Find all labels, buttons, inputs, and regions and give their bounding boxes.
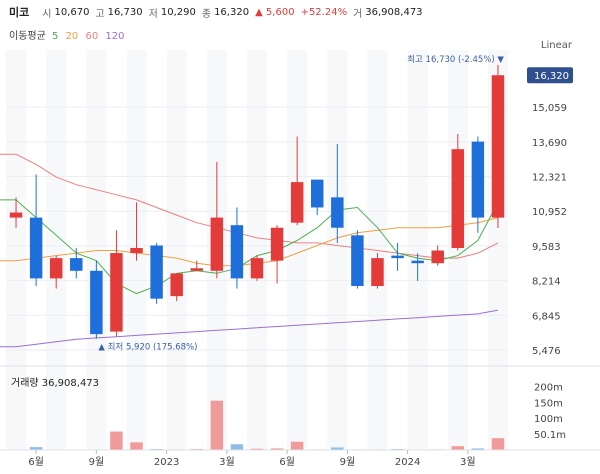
candle-body: [491, 75, 505, 218]
volume-bar: [331, 447, 344, 450]
grid-column: [46, 50, 67, 450]
volume-bar: [270, 448, 284, 450]
change-value: ▲ 5,600: [255, 6, 295, 18]
low-annotation: ▲ 최저 5,920 (175.68%): [98, 342, 197, 353]
candle-body: [190, 268, 203, 271]
x-tick-label: 2024: [395, 457, 420, 468]
volume-bar: [491, 438, 505, 450]
candle-body: [471, 141, 485, 218]
scale-mode-toggle[interactable]: Linear: [540, 40, 572, 51]
candle-body: [391, 255, 404, 259]
last-price-label: 16,320: [534, 71, 569, 82]
candle-body: [250, 258, 264, 279]
y-tick-label: 5,476: [532, 346, 561, 357]
volume-tick-label: 100m: [534, 414, 563, 425]
candle-body: [9, 212, 23, 218]
grid-column: [246, 50, 268, 450]
grid-column: [327, 50, 348, 450]
candle-body: [290, 182, 304, 223]
volume-bar: [471, 448, 485, 450]
grid-column: [407, 50, 428, 450]
volume-tick-label: 200m: [534, 382, 563, 393]
candle-body: [311, 179, 324, 208]
ma60-label: 60: [85, 31, 99, 42]
open-value: 10,670: [54, 6, 90, 18]
volume-title: 거래량 36,908,473: [11, 377, 99, 389]
x-tick-label: 2023: [154, 457, 179, 468]
change-percent: +52.24%: [300, 6, 348, 18]
candle-body: [351, 235, 364, 286]
candle-body: [210, 217, 224, 271]
y-tick-label: 13,690: [532, 138, 567, 149]
ma60-line: [0, 153, 499, 259]
volume-bar: [210, 400, 224, 450]
candle-body: [451, 149, 465, 248]
candle-body: [90, 270, 103, 335]
candle-body: [49, 258, 63, 279]
volume-tick-label: 50.1m: [534, 430, 566, 441]
last-price-tag: [527, 67, 573, 84]
candle-body: [230, 225, 244, 279]
candle-body: [411, 260, 424, 264]
candle-body: [110, 253, 123, 332]
volume-bar: [451, 446, 465, 450]
ma5-label: 5: [52, 31, 59, 42]
high-value: 16,730: [107, 6, 143, 18]
x-tick-label: 6월: [279, 456, 295, 468]
moving-average-legend[interactable]: 이동평균 5 20 60 120: [9, 27, 125, 42]
volume-bar: [250, 448, 264, 450]
y-tick-label: 12,321: [532, 173, 567, 184]
ma5-line: [0, 199, 499, 295]
volume-bar: [29, 447, 43, 450]
volume-bar: [110, 431, 123, 450]
x-tick-label: 3월: [219, 456, 235, 468]
x-tick-label: 6월: [28, 456, 44, 468]
ma120-line: [0, 309, 499, 348]
volume-value: 36,908,473: [365, 6, 423, 18]
candle-body: [431, 250, 444, 264]
candle-body: [29, 217, 43, 279]
candle-body: [371, 258, 384, 286]
candle-body: [170, 273, 183, 297]
ma20-label: 20: [65, 31, 79, 42]
y-tick-label: 10,952: [532, 207, 567, 218]
candle-body: [331, 197, 344, 228]
ma-title: 이동평균: [9, 31, 46, 42]
low-label: 저: [148, 8, 158, 20]
grid-column: [6, 50, 27, 450]
stock-name: 미코: [9, 6, 30, 19]
volume-bar: [130, 442, 143, 450]
close-label: 종: [201, 8, 212, 20]
volume-bar: [290, 441, 304, 450]
y-tick-label: 9,583: [532, 242, 561, 253]
grid-column: [166, 50, 187, 450]
candle-body: [70, 258, 83, 271]
volume-tick-label: 150m: [534, 398, 563, 409]
candle-body: [270, 227, 284, 261]
ma120-label: 120: [105, 31, 125, 42]
candle-body: [130, 248, 143, 254]
y-tick-label: 8,214: [532, 277, 561, 288]
open-label: 시: [42, 8, 52, 20]
y-tick-label: 15,059: [532, 103, 567, 114]
close-value: 16,320: [214, 6, 250, 18]
volume-label: 거: [353, 8, 363, 20]
candle-body: [150, 245, 163, 299]
x-tick-label: 9월: [340, 456, 356, 468]
low-value: 10,290: [160, 6, 196, 18]
x-tick-label: 3월: [460, 456, 476, 468]
x-tick-label: 9월: [89, 456, 105, 468]
price-header: 미코 시 10,670 고 16,730 저 10,290 종 16,320 ▲…: [9, 4, 429, 20]
y-tick-label: 6,845: [532, 311, 561, 322]
volume-bar: [230, 444, 244, 450]
high-annotation: 최고 16,730 (-2.45%) ▼: [407, 54, 504, 65]
high-label: 고: [95, 8, 105, 20]
ma20-line: [0, 217, 499, 267]
